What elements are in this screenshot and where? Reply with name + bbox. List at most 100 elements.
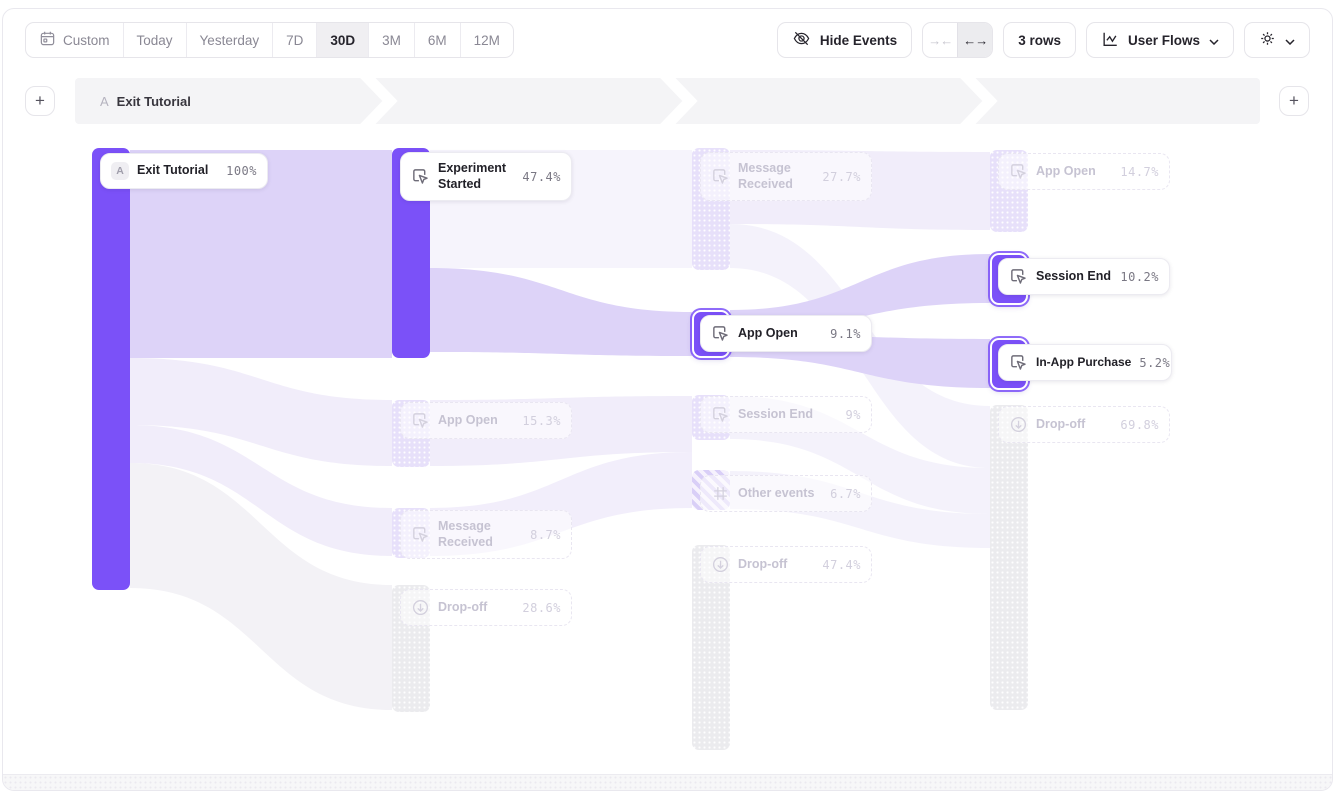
range-label: Custom xyxy=(63,32,110,48)
flow-node-message-received-3[interactable]: Message Received 27.7% xyxy=(700,152,872,202)
range-label: 7D xyxy=(286,32,304,48)
flow-node-dropoff-4[interactable]: Drop-off 69.8% xyxy=(998,406,1170,443)
date-range-group: Custom Today Yesterday 7D 30D 3M 6M 12M xyxy=(25,22,514,58)
chart-icon xyxy=(1101,30,1119,51)
range-label: 12M xyxy=(473,32,500,48)
event-click-icon xyxy=(711,324,730,343)
node-pct: 5.2% xyxy=(1139,355,1171,370)
step-name: Exit Tutorial xyxy=(116,93,191,109)
view-label: User Flows xyxy=(1127,32,1200,48)
steps-bar[interactable]: A Exit Tutorial xyxy=(75,78,1260,124)
event-click-icon xyxy=(411,525,430,544)
range-custom[interactable]: Custom xyxy=(26,23,123,57)
range-label: Today xyxy=(136,32,173,48)
add-step-right-button[interactable]: + xyxy=(1279,86,1309,116)
canvas-frame xyxy=(2,8,1333,791)
flow-node-experiment-started[interactable]: Experiment Started 47.4% xyxy=(400,152,572,202)
chevron-down-icon xyxy=(1285,33,1295,48)
node-label: In-App Purchase xyxy=(1036,355,1132,369)
add-step-left-button[interactable]: + xyxy=(25,86,55,116)
node-label: Other events xyxy=(738,485,815,500)
node-pct: 47.4% xyxy=(522,169,561,184)
dropoff-icon xyxy=(1009,415,1028,434)
node-bar-dropoff-4[interactable] xyxy=(990,405,1028,710)
collapse-expand-group: →← ←→ xyxy=(922,22,994,58)
range-label: 3M xyxy=(382,32,401,48)
node-label: Drop-off xyxy=(738,556,788,571)
flow-node-session-end-3[interactable]: Session End 9% xyxy=(700,396,872,433)
gear-icon xyxy=(1259,30,1276,50)
hide-events-button[interactable]: Hide Events xyxy=(776,22,913,58)
range-30d-selected[interactable]: 30D xyxy=(316,23,369,57)
node-label: Message Received xyxy=(738,161,793,191)
dropoff-icon xyxy=(411,598,430,617)
node-pct: 10.2% xyxy=(1120,269,1159,284)
node-bar-exit-tutorial[interactable] xyxy=(92,148,130,590)
settings-button[interactable] xyxy=(1244,22,1310,58)
flow-node-app-open-3[interactable]: App Open 9.1% xyxy=(700,315,872,352)
event-click-icon xyxy=(711,167,730,186)
flow-node-app-open-2[interactable]: App Open 15.3% xyxy=(400,402,572,439)
range-label: 6M xyxy=(427,32,447,48)
flow-node-in-app-purchase-4[interactable]: In-App Purchase 5.2% xyxy=(998,344,1172,381)
collapse-icon: →← xyxy=(928,32,953,48)
grid-events-icon xyxy=(711,484,730,503)
event-click-icon xyxy=(411,167,430,186)
node-pct: 6.7% xyxy=(830,486,861,501)
node-pct: 14.7% xyxy=(1120,164,1159,179)
node-label: Experiment Started xyxy=(438,161,507,191)
calendar-icon xyxy=(39,30,56,50)
node-label: Session End xyxy=(1036,268,1112,283)
step-badge: A xyxy=(100,93,109,109)
toolbar-right: Hide Events →← ←→ 3 rows User Flows xyxy=(776,22,1310,58)
flow-node-dropoff-3[interactable]: Drop-off 47.4% xyxy=(700,546,872,583)
flow-node-exit-tutorial[interactable]: A Exit Tutorial 100% xyxy=(100,153,268,189)
chevron-down-icon xyxy=(1209,33,1219,48)
flow-node-dropoff-2[interactable]: Drop-off 28.6% xyxy=(400,589,572,626)
flow-node-app-open-4[interactable]: App Open 14.7% xyxy=(998,153,1170,190)
expand-icon: ←→ xyxy=(963,32,988,48)
node-label: Drop-off xyxy=(438,599,488,614)
node-pct: 8.7% xyxy=(530,527,561,542)
node-pct: 9% xyxy=(845,407,861,422)
event-click-icon xyxy=(1009,353,1028,372)
hide-events-label: Hide Events xyxy=(819,32,898,48)
node-pct: 9.1% xyxy=(830,326,861,341)
node-label: Message Received xyxy=(438,519,493,549)
event-click-icon xyxy=(411,411,430,430)
step-chevron-icon xyxy=(960,78,998,124)
flow-node-other-events-3[interactable]: Other events 6.7% xyxy=(700,475,872,512)
node-pct: 69.8% xyxy=(1120,417,1159,432)
flow-node-session-end-4[interactable]: Session End 10.2% xyxy=(998,258,1170,295)
rows-label: 3 rows xyxy=(1018,32,1061,48)
step-a-label[interactable]: A Exit Tutorial xyxy=(100,78,191,124)
plus-icon: + xyxy=(1289,91,1299,110)
toolbar: Custom Today Yesterday 7D 30D 3M 6M 12M … xyxy=(25,22,1310,58)
plus-icon: + xyxy=(35,91,45,110)
range-label: Yesterday xyxy=(199,32,260,48)
range-today[interactable]: Today xyxy=(122,23,186,57)
range-7d[interactable]: 7D xyxy=(272,23,316,57)
node-pct: 100% xyxy=(226,164,257,178)
flow-node-message-received-2[interactable]: Message Received 8.7% xyxy=(400,510,572,560)
event-click-icon xyxy=(711,405,730,424)
dropoff-icon xyxy=(711,555,730,574)
range-label: 30D xyxy=(330,32,356,48)
collapse-columns-button[interactable]: →← xyxy=(923,23,957,57)
step-chevron-icon xyxy=(660,78,698,124)
range-12m[interactable]: 12M xyxy=(459,23,513,57)
node-pct: 28.6% xyxy=(522,600,561,615)
node-pct: 27.7% xyxy=(822,169,861,184)
step-chevron-icon xyxy=(360,78,398,124)
horizontal-scroll-strip[interactable] xyxy=(3,774,1332,790)
expand-columns-button[interactable]: ←→ xyxy=(957,23,993,57)
rows-button[interactable]: 3 rows xyxy=(1003,22,1076,58)
range-3m[interactable]: 3M xyxy=(368,23,414,57)
node-label: Session End xyxy=(738,406,814,421)
event-click-icon xyxy=(1009,162,1028,181)
range-yesterday[interactable]: Yesterday xyxy=(185,23,273,57)
event-click-icon xyxy=(1009,267,1028,286)
range-6m[interactable]: 6M xyxy=(413,23,460,57)
view-selector[interactable]: User Flows xyxy=(1085,22,1234,58)
